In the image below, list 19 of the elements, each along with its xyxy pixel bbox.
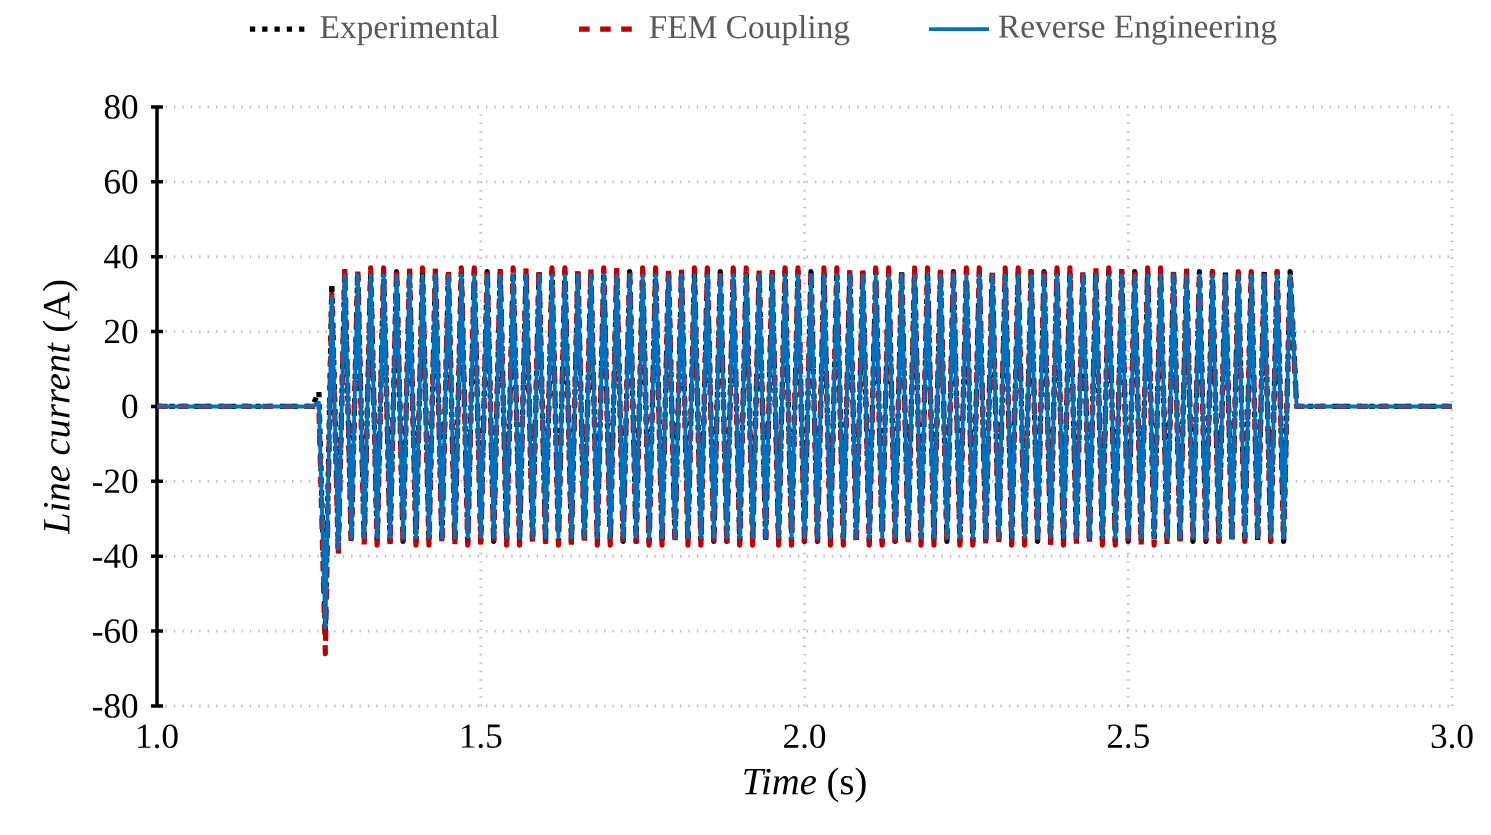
y-tick-label: -80 (93, 694, 138, 718)
x-axis-title: Time (s) (744, 767, 866, 803)
x-tick-label: 1.0 (138, 724, 178, 749)
x-tick-label: 1.5 (461, 724, 502, 749)
y-tick-label: 20 (104, 319, 138, 344)
x-tick-label: 3.0 (1431, 724, 1473, 749)
y-tick-label: -40 (93, 544, 138, 569)
legend-label: Experimental (320, 14, 499, 46)
x-tick-label: 2.5 (1107, 724, 1149, 749)
y-axis-title: Line current (A) (42, 280, 78, 535)
y-tick-label: 60 (104, 170, 138, 194)
y-tick-label: -20 (93, 469, 138, 494)
y-tick-label: 80 (104, 95, 138, 119)
legend-label: Reverse Engineering (998, 15, 1277, 45)
legend-label: FEM Coupling (649, 14, 850, 46)
y-tick-label: 40 (104, 244, 138, 269)
x-tick-label: 2.0 (784, 724, 826, 749)
y-tick-label: 0 (122, 394, 138, 419)
y-tick-label: -60 (93, 619, 138, 643)
